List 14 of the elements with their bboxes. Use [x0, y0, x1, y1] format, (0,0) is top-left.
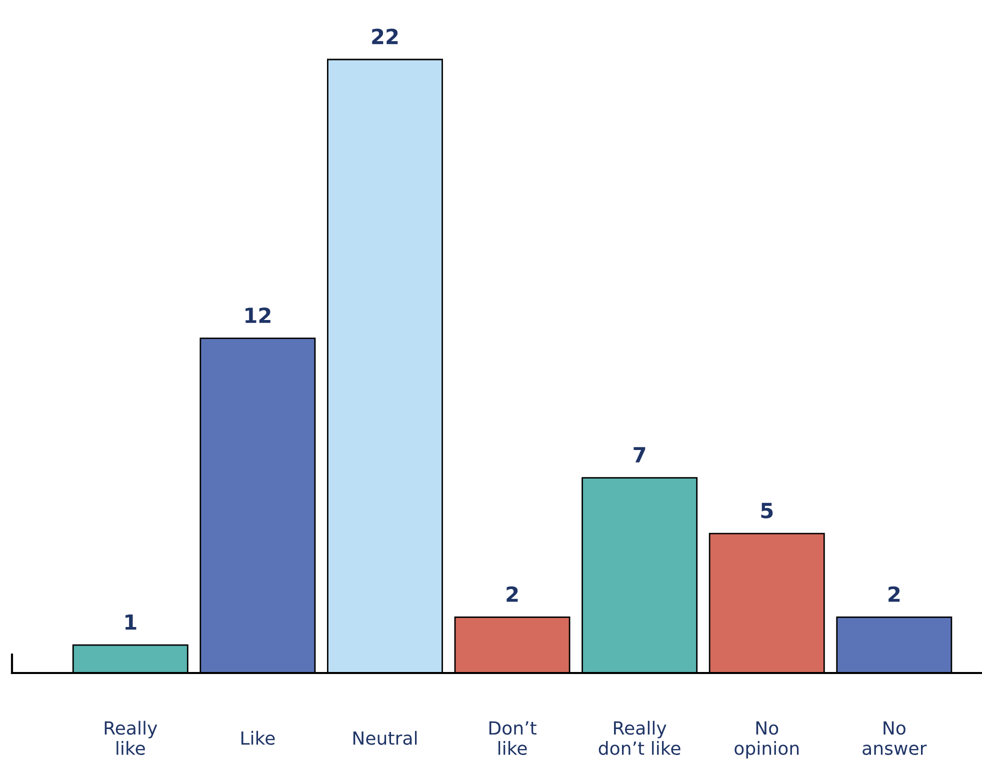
data-label: 12 — [246, 307, 270, 323]
x-tick-label: Really like — [104, 720, 158, 756]
x-tick-label: Really don’t like — [598, 720, 680, 756]
data-label: 2 — [888, 586, 900, 602]
data-label: 22 — [372, 28, 398, 44]
data-label: 1 — [125, 614, 136, 630]
x-tick-label: Don’t like — [489, 721, 536, 756]
x-tick-label: No opinion — [734, 721, 799, 759]
data-label: 2 — [506, 586, 518, 602]
x-tick-label: Neutral — [353, 730, 417, 745]
x-tick-label: No answer — [862, 721, 927, 756]
x-tick-label: Like — [241, 730, 275, 745]
data-label: 5 — [761, 502, 773, 518]
data-label: 7 — [634, 447, 646, 462]
